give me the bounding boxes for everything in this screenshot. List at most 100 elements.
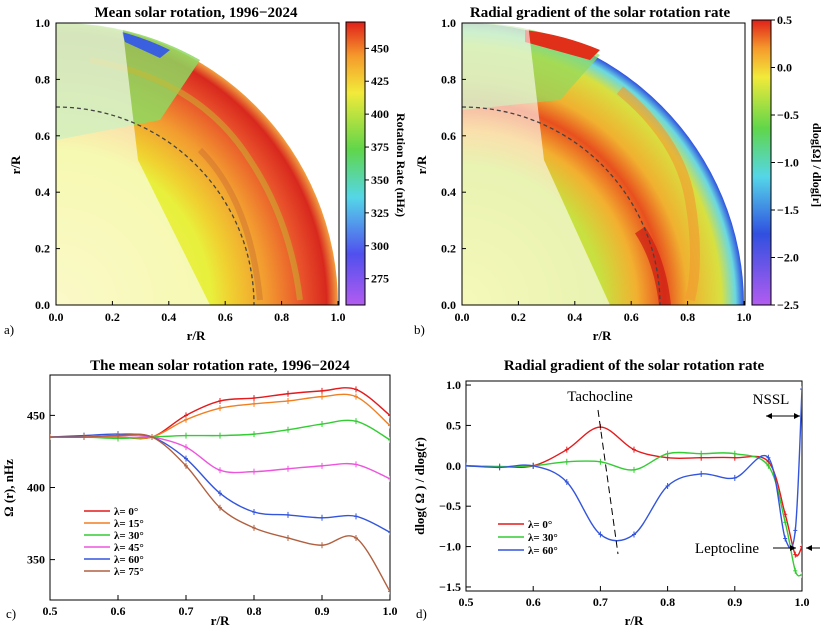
panel-a-heatmap xyxy=(56,23,338,305)
c-series-line xyxy=(50,387,390,440)
leptocline-annotation: Leptocline xyxy=(695,541,759,557)
d-xtick-label: 0.6 xyxy=(526,595,541,609)
a-ytick-label: 0.4 xyxy=(35,185,50,199)
d-ytick-label: −1.5 xyxy=(439,580,461,594)
a-xtick-label: 0.2 xyxy=(105,310,120,324)
c-xtick-label: 0.7 xyxy=(179,604,194,618)
panel-c-xlabel: r/R xyxy=(211,613,230,628)
c-legend-label: λ= 45° xyxy=(114,542,144,554)
b-colorbar-tick-label: 0.5 xyxy=(777,13,792,27)
tachocline-line xyxy=(597,409,619,555)
panel-b-frame xyxy=(461,22,746,306)
panel-a-label: a) xyxy=(4,322,14,337)
tachocline-annotation: Tachocline xyxy=(567,389,633,405)
panel-d-title: Radial gradient of the solar rotation ra… xyxy=(504,358,765,374)
panel-b-tachocline xyxy=(461,106,661,306)
b-colorbar-tick-label: −2.0 xyxy=(777,251,799,265)
panel-b-title: Radial gradient of the solar rotation ra… xyxy=(470,5,731,21)
b-colorbar-tick-label: −1.5 xyxy=(777,203,799,217)
panel-b-label: b) xyxy=(414,322,425,337)
c-series-line xyxy=(50,433,390,592)
a-xtick-label: 0.0 xyxy=(49,310,64,324)
a-xtick-label: 1.0 xyxy=(331,310,346,324)
panel-d: Radial gradient of the solar rotation ra… xyxy=(412,358,820,628)
panel-b-heatmap xyxy=(462,23,744,305)
c-legend-label: λ= 60° xyxy=(114,554,144,566)
panel-d-frame xyxy=(465,380,803,592)
a-colorbar-tick-label: 325 xyxy=(371,206,389,220)
d-ytick-label: 0.0 xyxy=(446,459,461,473)
panel-b: Radial gradient of the solar rotation ra… xyxy=(414,5,824,343)
c-xtick-label: 0.5 xyxy=(43,604,58,618)
panel-b-ylabel: r/R xyxy=(414,155,429,174)
b-ytick-label: 0.8 xyxy=(441,72,456,86)
c-legend-label: λ= 15° xyxy=(114,518,144,530)
nssl-annotation: NSSL xyxy=(753,392,790,408)
c-ytick-label: 400 xyxy=(27,481,45,495)
b-xtick-label: 0.4 xyxy=(567,310,582,324)
panel-b-xlabel: r/R xyxy=(593,328,612,343)
c-legend-label: λ= 0° xyxy=(114,506,138,518)
d-xtick-label: 1.0 xyxy=(795,595,810,609)
a-xtick-label: 0.8 xyxy=(274,310,289,324)
d-legend-label: λ= 0° xyxy=(528,519,552,531)
panel-a-xlabel: r/R xyxy=(187,328,206,343)
panel-b-colorbar xyxy=(751,19,772,306)
d-xtick-label: 0.7 xyxy=(593,595,608,609)
a-ytick-label: 0.0 xyxy=(35,298,50,312)
panel-a-frame xyxy=(55,22,340,306)
b-xtick-label: 0.2 xyxy=(511,310,526,324)
panel-b-colorbar-label: dlog[Ω] / dlog[r] xyxy=(810,123,824,207)
c-legend-label: λ= 75° xyxy=(114,566,144,578)
d-legend-label: λ= 60° xyxy=(528,545,558,557)
d-ytick-label: −0.5 xyxy=(439,499,461,513)
c-legend-label: λ= 30° xyxy=(114,530,144,542)
panel-d-label: d) xyxy=(416,606,427,621)
panel-a-ylabel: r/R xyxy=(8,155,23,174)
b-ytick-label: 0.4 xyxy=(441,185,456,199)
leptocline-arrowhead-left xyxy=(790,545,796,551)
b-colorbar-tick-label: −2.5 xyxy=(777,298,799,312)
panel-a-colorbar-label: Rotation Rate (nHz) xyxy=(394,113,408,217)
b-ytick-label: 1.0 xyxy=(441,16,456,30)
leptocline-arrowhead-right xyxy=(806,545,812,551)
d-xtick-label: 0.9 xyxy=(727,595,742,609)
a-ytick-label: 0.8 xyxy=(35,72,50,86)
d-ytick-label: 0.5 xyxy=(446,418,461,432)
d-xtick-label: 0.8 xyxy=(660,595,675,609)
b-xtick-label: 0.0 xyxy=(455,310,470,324)
b-xtick-label: 0.8 xyxy=(680,310,695,324)
b-xtick-label: 1.0 xyxy=(737,310,752,324)
panel-d-xlabel: r/R xyxy=(625,613,644,628)
b-colorbar-tick-label: −0.5 xyxy=(777,108,799,122)
b-ytick-label: 0.0 xyxy=(441,298,456,312)
panel-c-label: c) xyxy=(6,606,16,621)
b-ytick-label: 0.2 xyxy=(441,242,456,256)
a-colorbar-tick-label: 300 xyxy=(371,239,389,253)
panel-a-tachocline xyxy=(55,106,255,306)
b-colorbar-tick-label: 0.0 xyxy=(777,61,792,75)
c-ytick-label: 450 xyxy=(27,408,45,422)
a-ytick-label: 0.2 xyxy=(35,242,50,256)
panel-c: The mean solar rotation rate, 1996−2024 … xyxy=(1,358,398,628)
b-xtick-label: 0.6 xyxy=(624,310,639,324)
c-xtick-label: 1.0 xyxy=(383,604,398,618)
a-ytick-label: 0.6 xyxy=(35,129,50,143)
panel-a-colorbar xyxy=(345,21,366,306)
a-colorbar-tick-label: 275 xyxy=(371,272,389,286)
c-xtick-label: 0.9 xyxy=(315,604,330,618)
a-xtick-label: 0.4 xyxy=(161,310,176,324)
panel-c-title: The mean solar rotation rate, 1996−2024 xyxy=(90,358,350,374)
panel-a-title: Mean solar rotation, 1996−2024 xyxy=(95,5,298,21)
a-colorbar-tick-label: 400 xyxy=(371,107,389,121)
d-ytick-label: 1.0 xyxy=(446,378,461,392)
panel-a: Mean solar rotation, 1996−2024 r/R r/R a… xyxy=(4,5,408,343)
b-colorbar-tick-label: −1.0 xyxy=(777,156,799,170)
panel-c-ylabel: Ω (r), nHz xyxy=(1,459,16,517)
a-colorbar-tick-label: 375 xyxy=(371,140,389,154)
d-xtick-label: 0.5 xyxy=(459,595,474,609)
b-ytick-label: 0.6 xyxy=(441,129,456,143)
c-series-line xyxy=(50,433,390,533)
d-legend-label: λ= 30° xyxy=(528,532,558,544)
